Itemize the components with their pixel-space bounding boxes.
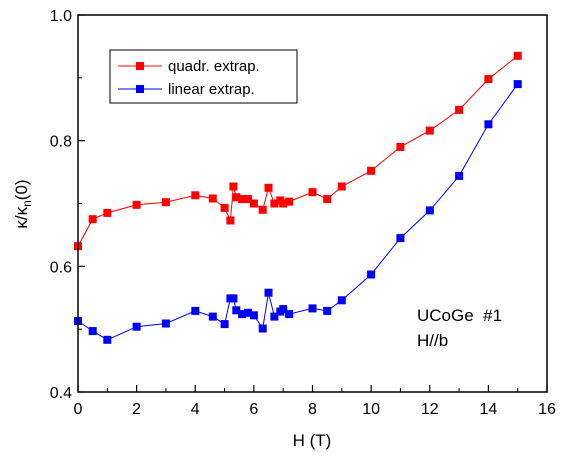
data-point-quadr xyxy=(229,182,238,191)
x-tick-label: 2 xyxy=(132,401,141,418)
x-tick-label: 10 xyxy=(362,401,380,418)
data-point-linear xyxy=(513,80,522,89)
data-point-quadr xyxy=(244,195,252,204)
data-point-linear xyxy=(337,296,346,305)
data-point-quadr xyxy=(308,188,317,197)
data-point-quadr xyxy=(208,194,217,203)
data-point-linear xyxy=(103,335,112,344)
legend-label-linear: linear extrap. xyxy=(168,81,255,98)
legend-marker-linear xyxy=(136,85,144,93)
data-point-quadr xyxy=(264,183,273,192)
annotation-field-direction: H//b xyxy=(417,331,448,350)
x-tick-label: 14 xyxy=(479,401,497,418)
data-point-quadr xyxy=(132,200,141,209)
data-point-linear xyxy=(132,322,141,331)
data-point-linear xyxy=(249,311,258,320)
y-tick-label: 0.8 xyxy=(50,134,72,151)
data-point-linear xyxy=(484,120,493,129)
data-point-quadr xyxy=(232,193,241,202)
legend-marker-quadr xyxy=(136,62,144,70)
data-point-quadr xyxy=(103,208,112,217)
y-axis-label-tail: (0) xyxy=(12,179,31,200)
legend-box xyxy=(109,49,298,104)
x-axis-label: H (T) xyxy=(293,431,332,450)
data-point-linear xyxy=(264,288,273,297)
x-tick-label: 0 xyxy=(74,401,83,418)
data-point-linear xyxy=(396,234,405,243)
data-point-quadr xyxy=(425,126,434,135)
data-point-quadr xyxy=(513,51,522,60)
data-point-quadr xyxy=(337,182,346,191)
data-point-quadr xyxy=(220,203,229,212)
data-point-linear xyxy=(285,310,294,319)
data-point-quadr xyxy=(249,199,258,208)
data-point-linear xyxy=(161,319,170,328)
data-point-linear xyxy=(270,312,279,321)
data-point-linear xyxy=(279,305,288,314)
data-point-linear xyxy=(308,304,317,313)
data-point-linear xyxy=(323,306,332,315)
data-point-linear xyxy=(425,206,434,215)
data-point-linear xyxy=(244,308,252,317)
legend-entry-quadr: quadr. extrap. xyxy=(118,58,260,75)
x-tick-label: 4 xyxy=(191,401,200,418)
y-axis-label: κ/κn(0) xyxy=(12,179,34,228)
data-point-quadr xyxy=(396,142,405,151)
legend: quadr. extrap. linear extrap. xyxy=(109,49,298,104)
data-point-linear xyxy=(208,312,217,321)
data-point-linear xyxy=(220,320,229,329)
y-tick-label: 1.0 xyxy=(50,8,72,25)
data-point-linear xyxy=(455,171,464,180)
y-tick-label: 0.4 xyxy=(50,385,72,402)
annotation-sample: UCoGe #1 xyxy=(417,306,502,325)
data-point-quadr xyxy=(161,198,170,207)
y-axis-label-base: κ/κ xyxy=(12,206,31,228)
data-point-quadr xyxy=(323,195,332,204)
legend-label-quadr: quadr. extrap. xyxy=(168,58,260,75)
x-tick-label: 8 xyxy=(308,401,317,418)
data-point-quadr xyxy=(455,105,464,114)
data-point-quadr xyxy=(484,75,493,84)
data-point-quadr xyxy=(367,166,376,175)
plot-frame xyxy=(77,14,548,393)
data-point-linear xyxy=(232,306,241,315)
data-point-linear xyxy=(238,310,247,319)
data-point-quadr xyxy=(279,199,288,208)
data-point-linear xyxy=(367,270,376,279)
data-point-quadr xyxy=(238,195,247,204)
data-point-linear xyxy=(88,327,97,336)
data-point-quadr xyxy=(226,216,235,225)
y-tick-label: 0.6 xyxy=(50,259,72,276)
data-point-linear xyxy=(258,324,267,333)
y-axis-label-sub: n xyxy=(20,200,34,207)
data-point-linear xyxy=(191,306,200,315)
series-quadr xyxy=(74,51,522,251)
legend-entry-linear: linear extrap. xyxy=(118,81,255,98)
x-tick-label: 16 xyxy=(538,401,556,418)
data-point-linear xyxy=(229,294,238,303)
data-point-quadr xyxy=(270,199,279,208)
data-point-quadr xyxy=(258,205,267,214)
data-point-quadr xyxy=(88,215,97,224)
x-tick-label: 6 xyxy=(249,401,258,418)
data-point-quadr xyxy=(285,197,294,206)
tick-labels: 0 2 4 6 8 10 12 14 16 0.4 0.6 0.8 1.0 xyxy=(50,8,556,418)
data-point-quadr xyxy=(191,191,200,200)
x-tick-label: 12 xyxy=(421,401,439,418)
